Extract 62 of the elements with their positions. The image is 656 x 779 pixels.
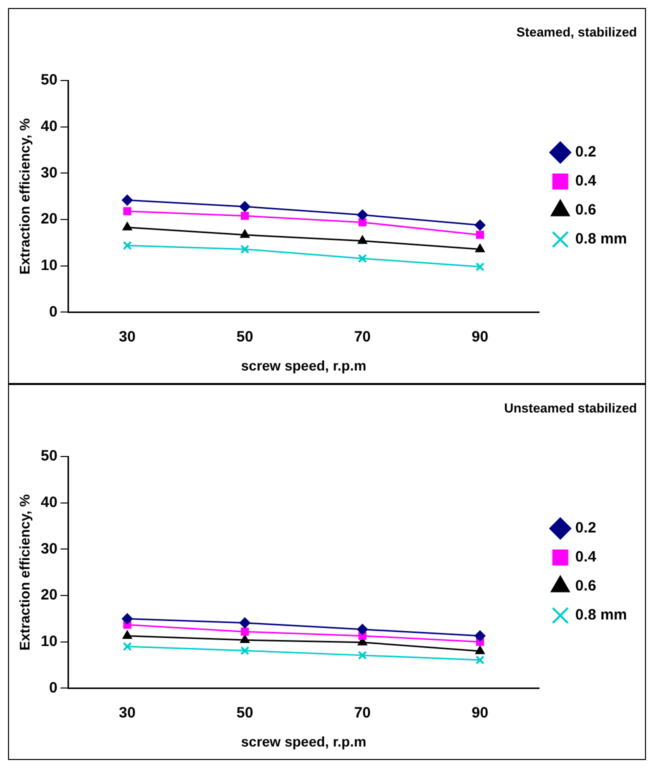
point [240,212,249,220]
point [358,218,366,226]
legend-label: 0.2 [575,520,596,537]
point [475,262,485,272]
point [240,628,249,636]
y-axis-title: Extraction efficiency, % [16,118,32,274]
point [358,650,367,660]
legend-label: 0.4 [575,548,597,566]
point [474,630,486,642]
point [475,655,485,664]
point [239,617,250,628]
point [239,201,250,212]
x-tick-label: 30 [118,328,136,346]
y-tick-label: 0 [49,303,58,320]
legend-label: 0.8 mm [575,230,628,248]
point [123,207,132,216]
point [240,646,250,656]
y-axis-title: Extraction efficiency, % [16,494,32,650]
y-tick-label: 20 [40,210,58,228]
point [122,222,132,230]
point [358,235,368,244]
y-tick-label: 10 [40,633,58,650]
x-tick-label: 30 [118,704,136,722]
y-tick-label: 40 [40,118,58,136]
point [240,634,250,644]
x-axis-title: screw speed, r.p.m [240,357,366,374]
text: Unsteamed stabilized [504,400,638,416]
x-tick-label: 50 [236,704,254,722]
point [240,229,250,238]
legend-label: 0.6 [575,578,596,595]
point [474,220,486,231]
point [475,646,485,654]
point [358,254,367,264]
y-tick-label: 0 [49,679,58,696]
y-tick-label: 50 [40,72,58,89]
point [122,613,133,624]
point [356,209,368,220]
point [122,642,132,652]
legend-label: 0.8 mm [575,606,628,624]
point [240,244,250,254]
y-tick-label: 30 [40,164,58,182]
legend-label: 0.2 [575,144,596,161]
legend-label: 0.6 [575,202,596,219]
point [122,194,133,206]
point [356,624,368,635]
x-axis-title: screw speed, r.p.m [240,733,366,750]
x-tick-label: 50 [236,328,254,346]
y-tick-label: 50 [40,448,58,465]
x-tick-label: 90 [472,328,488,346]
x-tick-label: 70 [354,704,371,722]
point [122,240,132,250]
x-tick-label: 70 [354,328,371,346]
y-tick-label: 30 [40,540,58,558]
text: Steamed, stabilized [516,24,638,40]
y-tick-label: 40 [40,494,58,512]
y-tick-label: 10 [40,257,58,274]
point [122,630,132,639]
y-tick-label: 20 [40,586,58,604]
point [476,230,484,239]
point [475,244,485,252]
legend-label: 0.4 [575,172,597,190]
x-tick-label: 90 [472,704,488,722]
